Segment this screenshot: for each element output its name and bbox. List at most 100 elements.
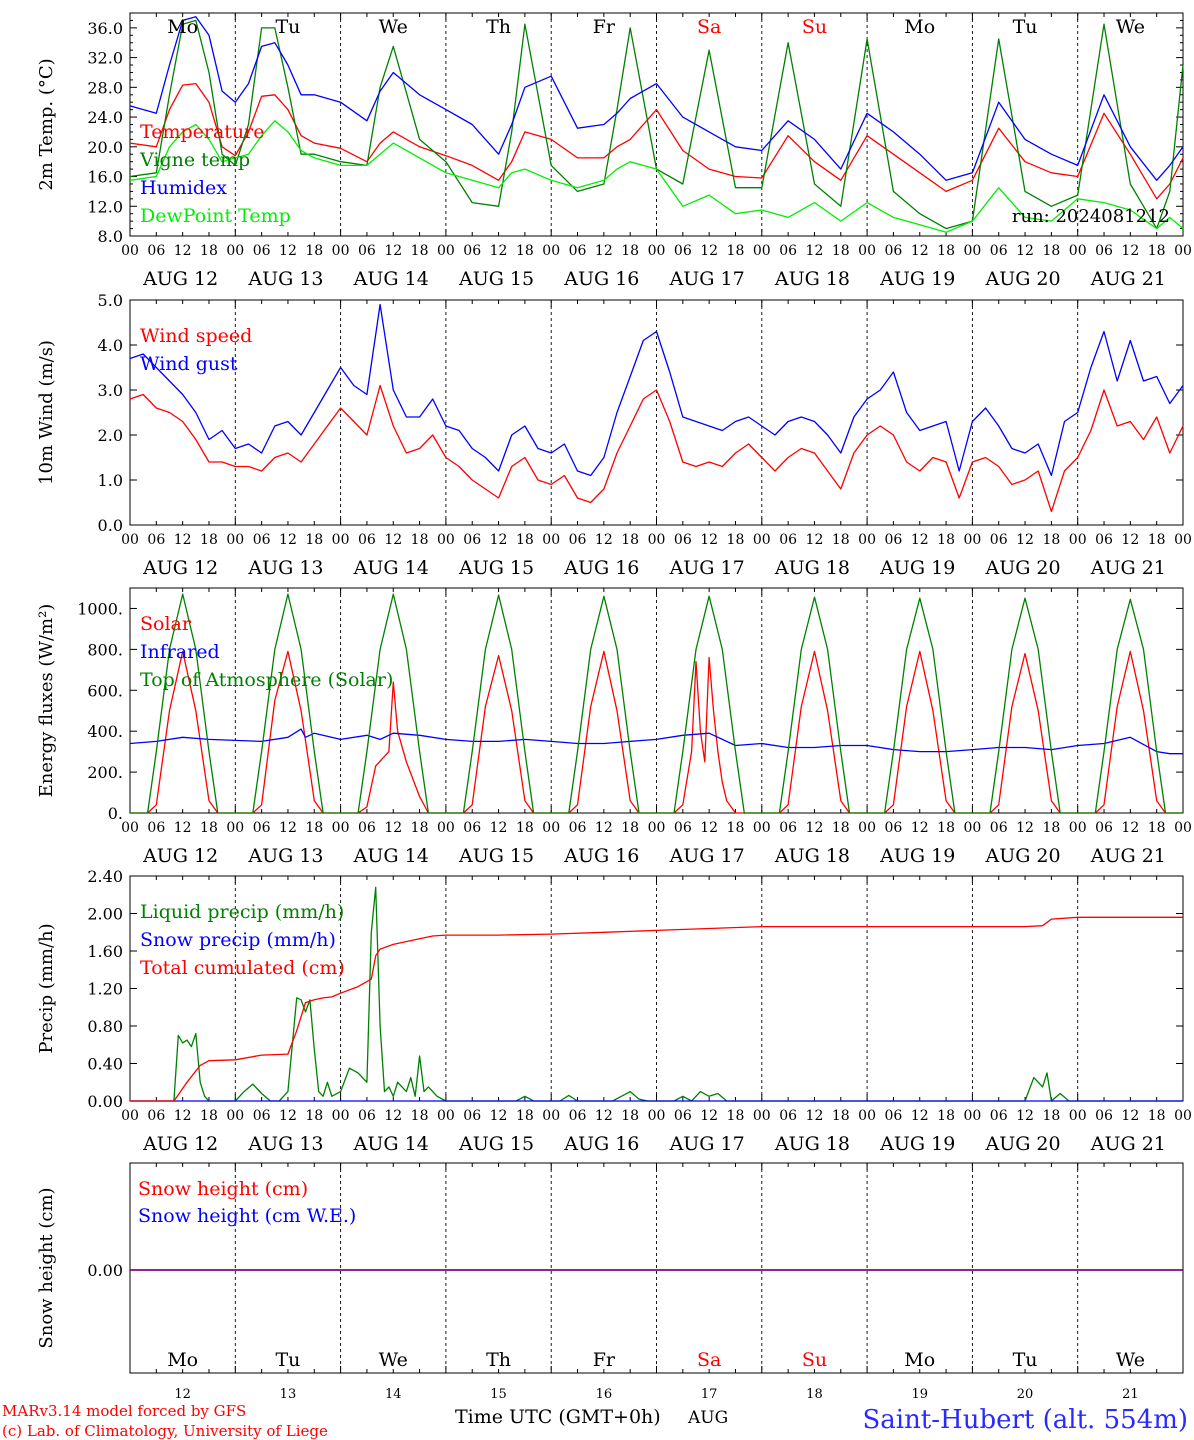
hour-tick-label: 06 <box>885 243 903 259</box>
day-number-label: 12 <box>174 1387 191 1402</box>
y-tick-label: 24.0 <box>87 108 123 127</box>
y-tick-label: 2.00 <box>87 905 123 924</box>
hour-tick-label: 12 <box>490 532 508 548</box>
hour-tick-label: 18 <box>200 243 218 259</box>
hour-tick-label: 06 <box>147 820 165 836</box>
hour-tick-label: 18 <box>1042 532 1060 548</box>
day-of-week-label: Mo <box>904 1349 935 1371</box>
hour-tick-label: 00 <box>753 243 771 259</box>
hour-tick-label: 12 <box>384 532 402 548</box>
date-label: AUG 17 <box>669 268 745 290</box>
hour-tick-label: 18 <box>1148 820 1166 836</box>
y-tick-label: 0.0 <box>98 516 123 535</box>
hour-tick-label: 18 <box>1148 1108 1166 1124</box>
series-line-precip-0 <box>130 886 1183 1102</box>
date-label: AUG 20 <box>984 1133 1060 1155</box>
hour-tick-label: 06 <box>463 820 481 836</box>
y-tick-label: 8.0 <box>98 227 123 246</box>
y-tick-label: 28.0 <box>87 78 123 97</box>
series-line-temperature-2 <box>129 16 1184 181</box>
hour-tick-label: 00 <box>1174 243 1192 259</box>
legend-entry: Humidex <box>140 177 227 199</box>
hour-tick-label: 00 <box>226 1108 244 1124</box>
hour-tick-label: 06 <box>779 532 797 548</box>
hour-tick-label: 00 <box>1174 820 1192 836</box>
y-axis-label: 2m Temp. (°C) <box>36 58 57 190</box>
hour-tick-label: 12 <box>911 820 929 836</box>
hour-tick-label: 12 <box>806 820 824 836</box>
y-tick-label: 0.00 <box>87 1261 123 1280</box>
date-label: AUG 20 <box>984 557 1060 579</box>
hour-tick-label: 12 <box>1121 820 1139 836</box>
hour-tick-label: 18 <box>516 1108 534 1124</box>
hour-tick-label: 12 <box>1016 820 1034 836</box>
hour-tick-label: 12 <box>174 532 192 548</box>
date-label: AUG 12 <box>142 557 218 579</box>
hour-tick-label: 12 <box>700 532 718 548</box>
hour-tick-label: 06 <box>358 532 376 548</box>
time-axis-label: Time UTC (GMT+0h) <box>455 1406 661 1428</box>
hour-tick-label: 00 <box>1174 532 1192 548</box>
hour-tick-label: 18 <box>727 820 745 836</box>
hour-tick-label: 12 <box>384 820 402 836</box>
day-number-label: 17 <box>701 1387 718 1402</box>
model-credit: MARv3.14 model forced by GFS <box>2 1402 246 1420</box>
hour-tick-label: 18 <box>621 820 639 836</box>
hour-tick-label: 18 <box>305 532 323 548</box>
date-label: AUG 17 <box>669 557 745 579</box>
legend-entry: Total cumulated (cm) <box>140 957 345 979</box>
date-label: AUG 15 <box>458 1133 534 1155</box>
date-label: AUG 18 <box>774 268 850 290</box>
hour-tick-label: 18 <box>937 820 955 836</box>
hour-tick-label: 18 <box>1042 1108 1060 1124</box>
hour-tick-label: 12 <box>490 1108 508 1124</box>
hour-tick-label: 00 <box>1069 532 1087 548</box>
series-line-energy-0 <box>130 650 1183 814</box>
hour-tick-label: 00 <box>858 243 876 259</box>
y-tick-label: 4.0 <box>98 336 123 355</box>
hour-tick-label: 12 <box>700 1108 718 1124</box>
hour-tick-label: 06 <box>147 532 165 548</box>
day-number-label: 15 <box>490 1387 507 1402</box>
hour-tick-label: 12 <box>490 820 508 836</box>
hour-tick-label: 18 <box>727 1108 745 1124</box>
hour-tick-label: 00 <box>332 1108 350 1124</box>
hour-tick-label: 06 <box>358 820 376 836</box>
hour-tick-label: 18 <box>305 1108 323 1124</box>
hour-tick-label: 06 <box>779 243 797 259</box>
date-label: AUG 13 <box>247 557 323 579</box>
hour-tick-label: 00 <box>753 1108 771 1124</box>
date-label: AUG 17 <box>669 845 745 867</box>
date-label: AUG 19 <box>879 268 955 290</box>
day-of-week-label: Mo <box>167 1349 198 1371</box>
panel-frame-energy <box>129 587 1184 814</box>
legend-entry: Infrared <box>140 641 220 663</box>
hour-tick-label: 12 <box>700 820 718 836</box>
y-tick-label: 1.20 <box>87 980 123 999</box>
date-label: AUG 21 <box>1090 1133 1166 1155</box>
day-number-label: 14 <box>385 1387 402 1402</box>
day-of-week-label: Tu <box>275 16 300 38</box>
legend-entry: Snow precip (mm/h) <box>140 929 336 951</box>
hour-tick-label: 06 <box>1095 532 1113 548</box>
hour-tick-label: 00 <box>1069 1108 1087 1124</box>
day-of-week-label: Tu <box>1013 16 1038 38</box>
hour-tick-label: 00 <box>226 243 244 259</box>
hour-tick-label: 00 <box>963 1108 981 1124</box>
hour-tick-label: 00 <box>542 243 560 259</box>
y-tick-label: 400. <box>87 722 123 741</box>
date-label: AUG 15 <box>458 268 534 290</box>
y-tick-label: 36.0 <box>87 19 123 38</box>
hour-tick-label: 00 <box>226 532 244 548</box>
day-of-week-label: Mo <box>167 16 198 38</box>
y-tick-label: 5.0 <box>98 291 123 310</box>
hour-tick-label: 12 <box>279 532 297 548</box>
hour-tick-label: 18 <box>200 820 218 836</box>
hour-tick-label: 18 <box>937 1108 955 1124</box>
hour-tick-label: 12 <box>806 532 824 548</box>
y-tick-label: 200. <box>87 763 123 782</box>
date-label: AUG 16 <box>563 1133 639 1155</box>
hour-tick-label: 18 <box>621 1108 639 1124</box>
day-of-week-label: We <box>379 16 408 38</box>
